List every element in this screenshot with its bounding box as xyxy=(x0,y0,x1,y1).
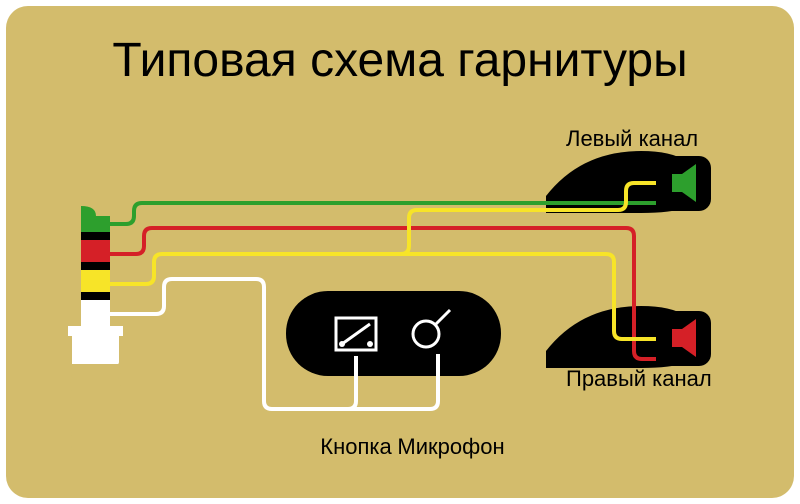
button-label: Кнопка xyxy=(320,434,392,459)
diagram-card: Типовая схема гарнитуры xyxy=(6,6,794,498)
page-title: Типовая схема гарнитуры xyxy=(112,34,687,87)
diagram-svg: Типовая схема гарнитуры xyxy=(6,6,794,498)
remote-module xyxy=(286,291,501,376)
left-channel-label: Левый канал xyxy=(566,126,698,151)
right-channel-label: Правый канал xyxy=(566,366,712,391)
microphone-label: Микрофон xyxy=(397,434,504,459)
